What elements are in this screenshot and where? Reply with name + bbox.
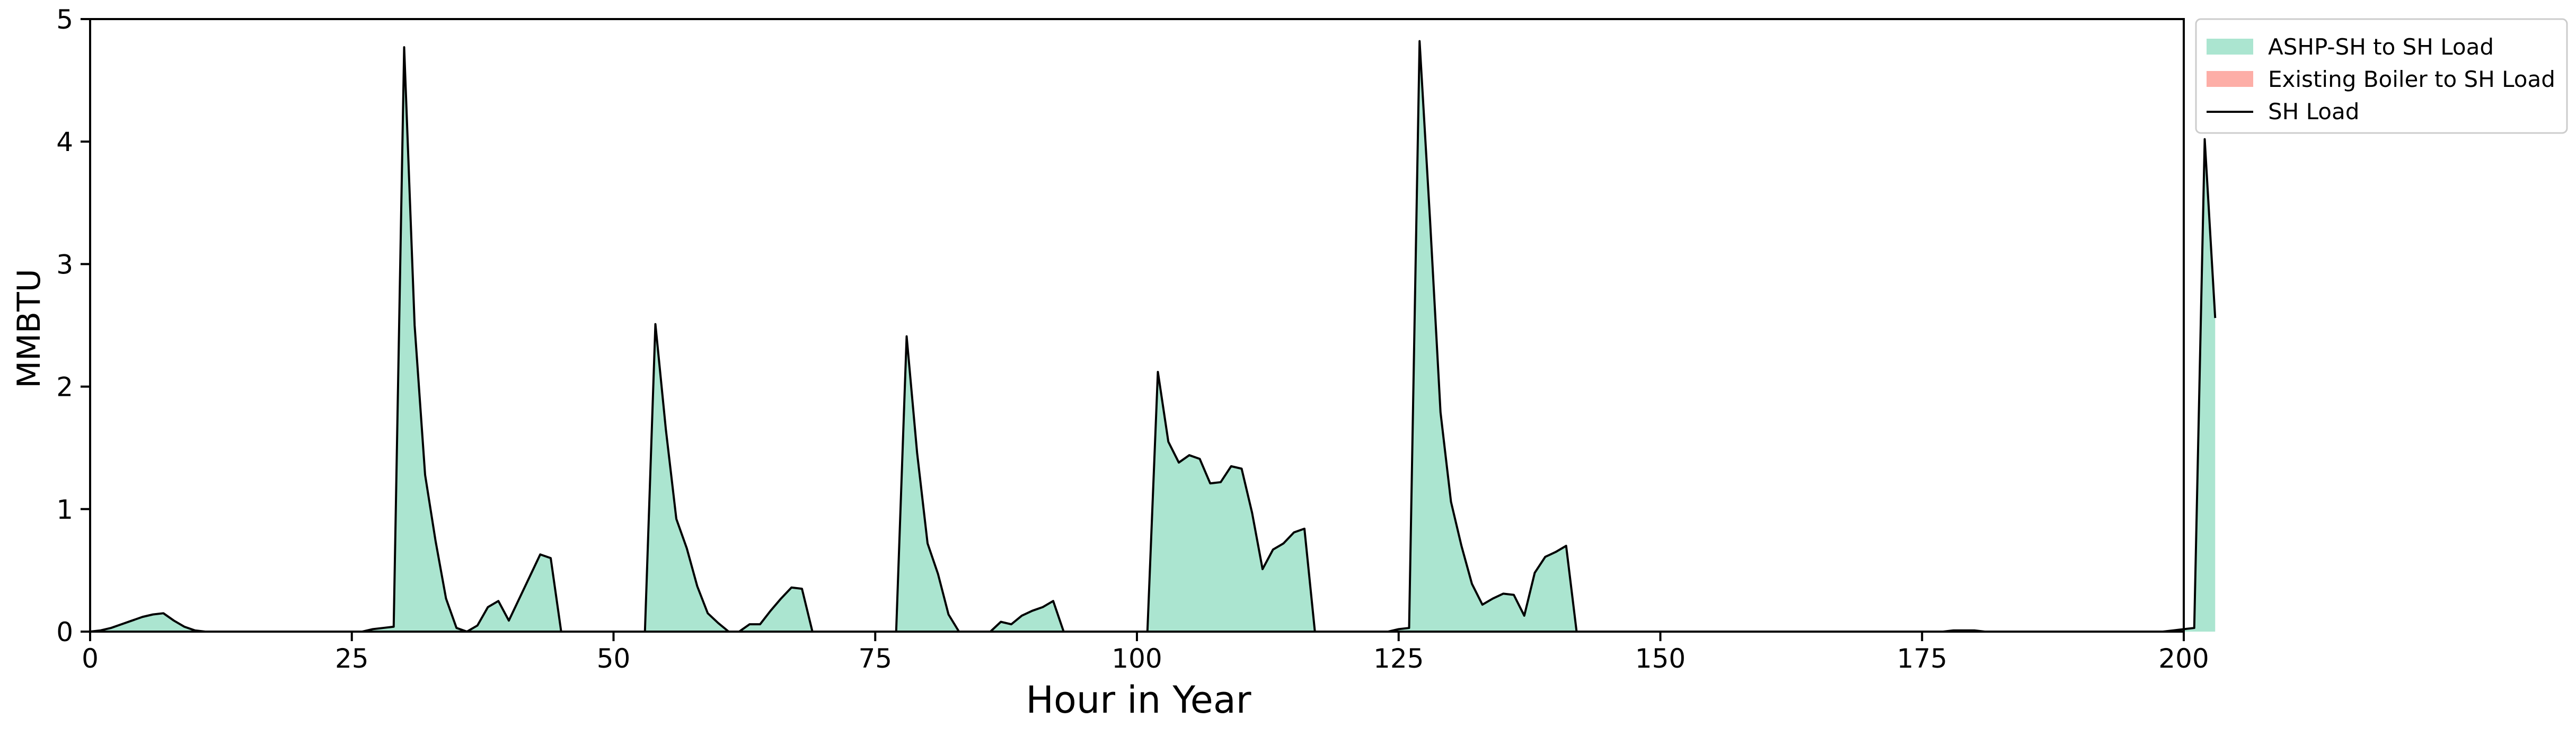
x-tick-label: 50 [597,643,631,674]
legend-frame [2195,18,2568,134]
x-tick-label: 150 [1635,643,1686,674]
y-tick-label: 1 [56,494,73,525]
x-axis-label: Hour in Year [1026,678,1251,722]
x-tick-label: 25 [335,643,369,674]
y-tick-label: 5 [56,4,73,35]
x-tick-label: 75 [858,643,892,674]
y-tick-label: 2 [56,372,73,403]
legend: ASHP-SH to SH Load Existing Boiler to SH… [2195,18,2568,134]
legend-label-boiler: Existing Boiler to SH Load [2268,66,2555,92]
legend-label-ashp: ASHP-SH to SH Load [2268,34,2494,60]
legend-swatch-boiler [2207,71,2253,87]
y-tick-label: 0 [56,617,73,648]
legend-swatch-ashp [2207,39,2253,55]
y-axis-label: MMBTU [11,269,48,388]
axes: 0 25 50 75 100 125 150 175 200 0 1 2 3 4 5 [56,4,2209,674]
x-tick-label: 200 [2158,643,2209,674]
y-tick-label: 3 [56,249,73,280]
x-tick-label: 0 [82,643,99,674]
legend-label-sh-load: SH Load [2268,99,2359,125]
x-tick-label: 100 [1111,643,1162,674]
x-tick-label: 125 [1373,643,1424,674]
x-tick-label: 175 [1897,643,1947,674]
y-tick-label: 4 [56,127,73,157]
